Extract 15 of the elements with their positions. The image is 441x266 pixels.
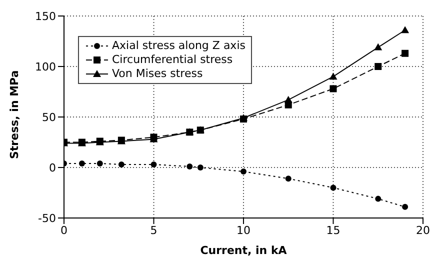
y-tick-label: 50 [42,110,56,124]
y-tick-label: -50 [38,212,56,225]
y-axis-title: Stress, in MPa [8,70,21,159]
x-tick-label: 5 [150,224,158,237]
y-tick-label: 0 [49,161,56,174]
legend-label: Axial stress along Z axis [112,39,246,53]
x-axis-title: Current, in kA [200,244,288,257]
x-tick-label: 10 [236,224,250,237]
x-tick-label: 20 [416,224,430,237]
y-tick-label: 150 [35,10,56,23]
x-tick-label: 0 [60,224,68,237]
legend-label: Von Mises stress [112,67,203,81]
x-tick-label: 15 [326,224,340,237]
legend-label: Circumferential stress [112,53,233,67]
y-tick-label: 100 [35,60,56,74]
